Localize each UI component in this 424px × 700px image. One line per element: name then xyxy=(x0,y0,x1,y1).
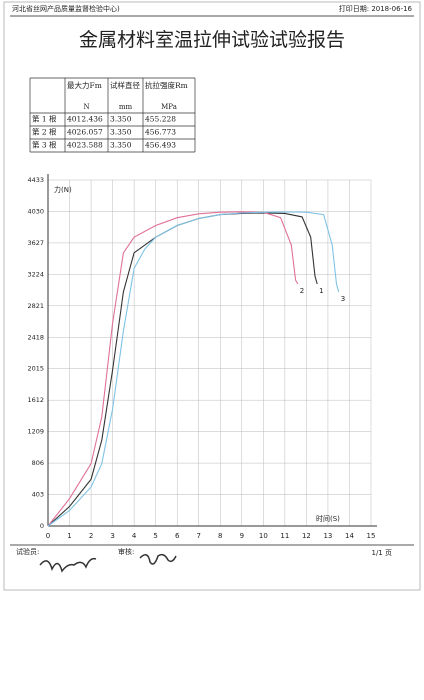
y-tick-label: 0 xyxy=(40,522,44,530)
column-header: 试样直径 xyxy=(110,80,140,90)
y-tick-label: 403 xyxy=(32,491,44,499)
column-header: 抗拉强度Rm xyxy=(145,80,188,90)
x-tick-label: 9 xyxy=(240,532,244,540)
column-unit: N xyxy=(83,103,89,111)
y-tick-label: 806 xyxy=(32,459,44,467)
table-cell: 3.350 xyxy=(110,128,132,137)
curve-label: 1 xyxy=(319,287,323,295)
x-tick-label: 12 xyxy=(302,532,311,540)
table-cell: 第 1 根 xyxy=(32,114,57,124)
y-tick-label: 4030 xyxy=(27,207,44,215)
x-tick-label: 2 xyxy=(89,532,93,540)
x-tick-label: 14 xyxy=(345,532,354,540)
y-tick-label: 1209 xyxy=(27,428,44,436)
x-tick-label: 5 xyxy=(153,532,157,540)
table-cell: 4023.588 xyxy=(67,141,103,150)
signature xyxy=(39,557,97,573)
y-tick-label: 2418 xyxy=(27,333,44,341)
x-tick-label: 3 xyxy=(110,532,114,540)
y-tick-label: 3627 xyxy=(27,239,44,247)
x-tick-label: 10 xyxy=(259,532,268,540)
x-tick-label: 1 xyxy=(67,532,71,540)
table-cell: 456.493 xyxy=(145,141,176,150)
x-tick-label: 15 xyxy=(367,532,376,540)
curve-label: 2 xyxy=(300,287,304,295)
curve xyxy=(47,211,340,527)
y-tick-label: 1612 xyxy=(27,396,44,404)
column-unit: mm xyxy=(119,103,133,111)
column-unit: MPa xyxy=(161,103,177,111)
curve xyxy=(47,211,299,527)
reviewer: 审核: xyxy=(118,547,134,556)
x-tick-label: 0 xyxy=(46,532,50,540)
curve-label: 3 xyxy=(341,295,345,303)
x-tick-label: 4 xyxy=(132,532,137,540)
x-tick-label: 6 xyxy=(175,532,180,540)
tester: 试验员: xyxy=(16,547,39,556)
table-cell: 第 3 根 xyxy=(32,140,57,150)
table-cell: 第 2 根 xyxy=(32,127,57,137)
title: 金属材料室温拉伸试验试验报告 xyxy=(79,29,345,51)
table-cell: 4012.436 xyxy=(67,115,103,124)
page-number: 1/1 页 xyxy=(372,549,393,557)
x-tick-label: 8 xyxy=(218,532,222,540)
table-cell: 456.773 xyxy=(145,128,176,137)
y-tick-label: 2821 xyxy=(27,302,44,310)
table-cell: 4026.057 xyxy=(67,128,103,137)
table-cell: 3.350 xyxy=(110,141,132,150)
print-date: 打印日期: 2018-06-16 xyxy=(339,4,413,13)
table-cell: 3.350 xyxy=(110,115,132,124)
table-cell: 455.228 xyxy=(145,115,176,124)
column-header: 最大力Fm xyxy=(67,80,102,90)
signature xyxy=(139,553,177,565)
x-tick-label: 7 xyxy=(196,532,200,540)
x-tick-label: 11 xyxy=(280,532,289,540)
org: 河北省丝网产品质量监督检验中心) xyxy=(12,4,120,13)
x-tick-label: 13 xyxy=(323,532,332,540)
x-axis-label: 时间(S) xyxy=(316,514,340,523)
y-axis-label: 力(N) xyxy=(54,185,72,194)
y-tick-label: 3224 xyxy=(27,270,44,278)
y-tick-label: 4433 xyxy=(27,176,44,184)
y-tick-label: 2015 xyxy=(27,365,44,373)
